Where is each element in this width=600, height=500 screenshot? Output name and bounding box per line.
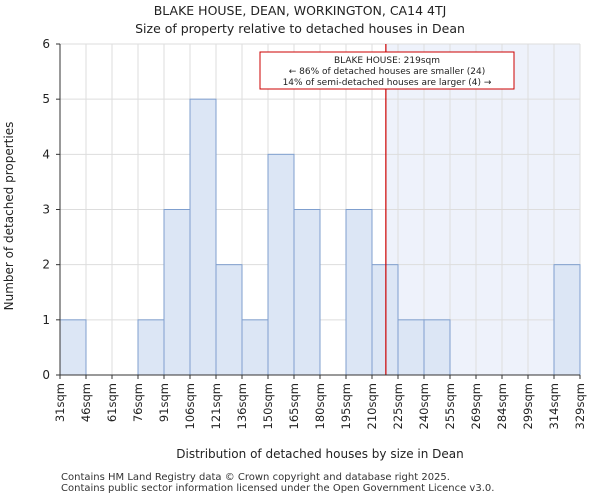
x-tick-label: 76sqm (131, 383, 145, 422)
x-tick-label: 136sqm (235, 383, 249, 429)
x-tick-label: 180sqm (313, 383, 327, 429)
x-tick-label: 91sqm (157, 383, 171, 422)
x-tick-label: 31sqm (53, 383, 67, 422)
bar-150sqm (267, 153, 295, 376)
y-tick-label: 6 (42, 37, 50, 51)
annotation-line-2: ← 86% of detached houses are smaller (24… (289, 67, 486, 77)
x-tick-label: 284sqm (495, 383, 509, 429)
annotation-box (259, 51, 515, 90)
x-tick-label: 240sqm (417, 383, 431, 429)
x-tick-label: 210sqm (365, 383, 379, 429)
y-tick-label: 1 (42, 313, 50, 327)
y-axis-label: Number of detached properties (2, 122, 16, 311)
x-tick-label: 61sqm (105, 383, 119, 422)
bar-76sqm (137, 319, 165, 376)
bar-240sqm (423, 319, 451, 376)
footer-line-2: Contains public sector information licen… (61, 483, 495, 494)
axis-layer: 0 1 2 3 4 5 6 31sqm 46sqm 61sqm 76sqm 91sqm 106sqm 12… (42, 37, 587, 429)
x-tick-label: 195sqm (339, 383, 353, 429)
footer: Contains HM Land Registry data © Crown c… (61, 472, 494, 494)
annotation-line-3: 14% of semi-detached houses are larger (… (283, 78, 492, 88)
x-tick-label: 225sqm (391, 383, 405, 429)
x-tick-label: 269sqm (469, 383, 483, 429)
y-tick-label: 5 (42, 92, 50, 106)
y-tick-label: 2 (42, 258, 50, 272)
bars-layer (59, 98, 581, 376)
x-tick-label: 121sqm (209, 383, 223, 429)
x-tick-label: 165sqm (287, 383, 301, 429)
bar-225sqm (397, 319, 425, 376)
annotation-line-1: BLAKE HOUSE: 219sqm (334, 56, 440, 66)
y-tick-label: 4 (42, 147, 50, 161)
bar-121sqm (215, 264, 243, 376)
x-tick-label: 314sqm (547, 383, 561, 429)
bar-106sqm (189, 98, 217, 376)
chart-subtitle: Size of property relative to detached ho… (135, 21, 465, 36)
bar-136sqm (241, 319, 269, 376)
y-tick-label: 3 (42, 203, 50, 217)
x-tick-label: 46sqm (79, 383, 93, 422)
y-tick-label: 0 (42, 368, 50, 382)
annotation-layer: BLAKE HOUSE: 219sqm← 86% of detached hou… (259, 51, 515, 90)
bar-314sqm (553, 264, 581, 376)
bar-195sqm (345, 209, 373, 376)
bar-91sqm (163, 209, 191, 376)
bar-165sqm (293, 209, 321, 376)
x-axis-label: Distribution of detached houses by size … (176, 447, 463, 461)
x-tick-label: 329sqm (573, 383, 587, 429)
x-tick-label: 299sqm (521, 383, 535, 429)
footer-line-1: Contains HM Land Registry data © Crown c… (61, 472, 450, 483)
chart-title: BLAKE HOUSE, DEAN, WORKINGTON, CA14 4TJ (153, 3, 447, 18)
x-tick-label: 255sqm (443, 383, 457, 429)
x-tick-label: 106sqm (183, 383, 197, 429)
x-tick-label: 150sqm (261, 383, 275, 429)
bar-31sqm (59, 319, 87, 376)
bar-210sqm (371, 264, 399, 376)
